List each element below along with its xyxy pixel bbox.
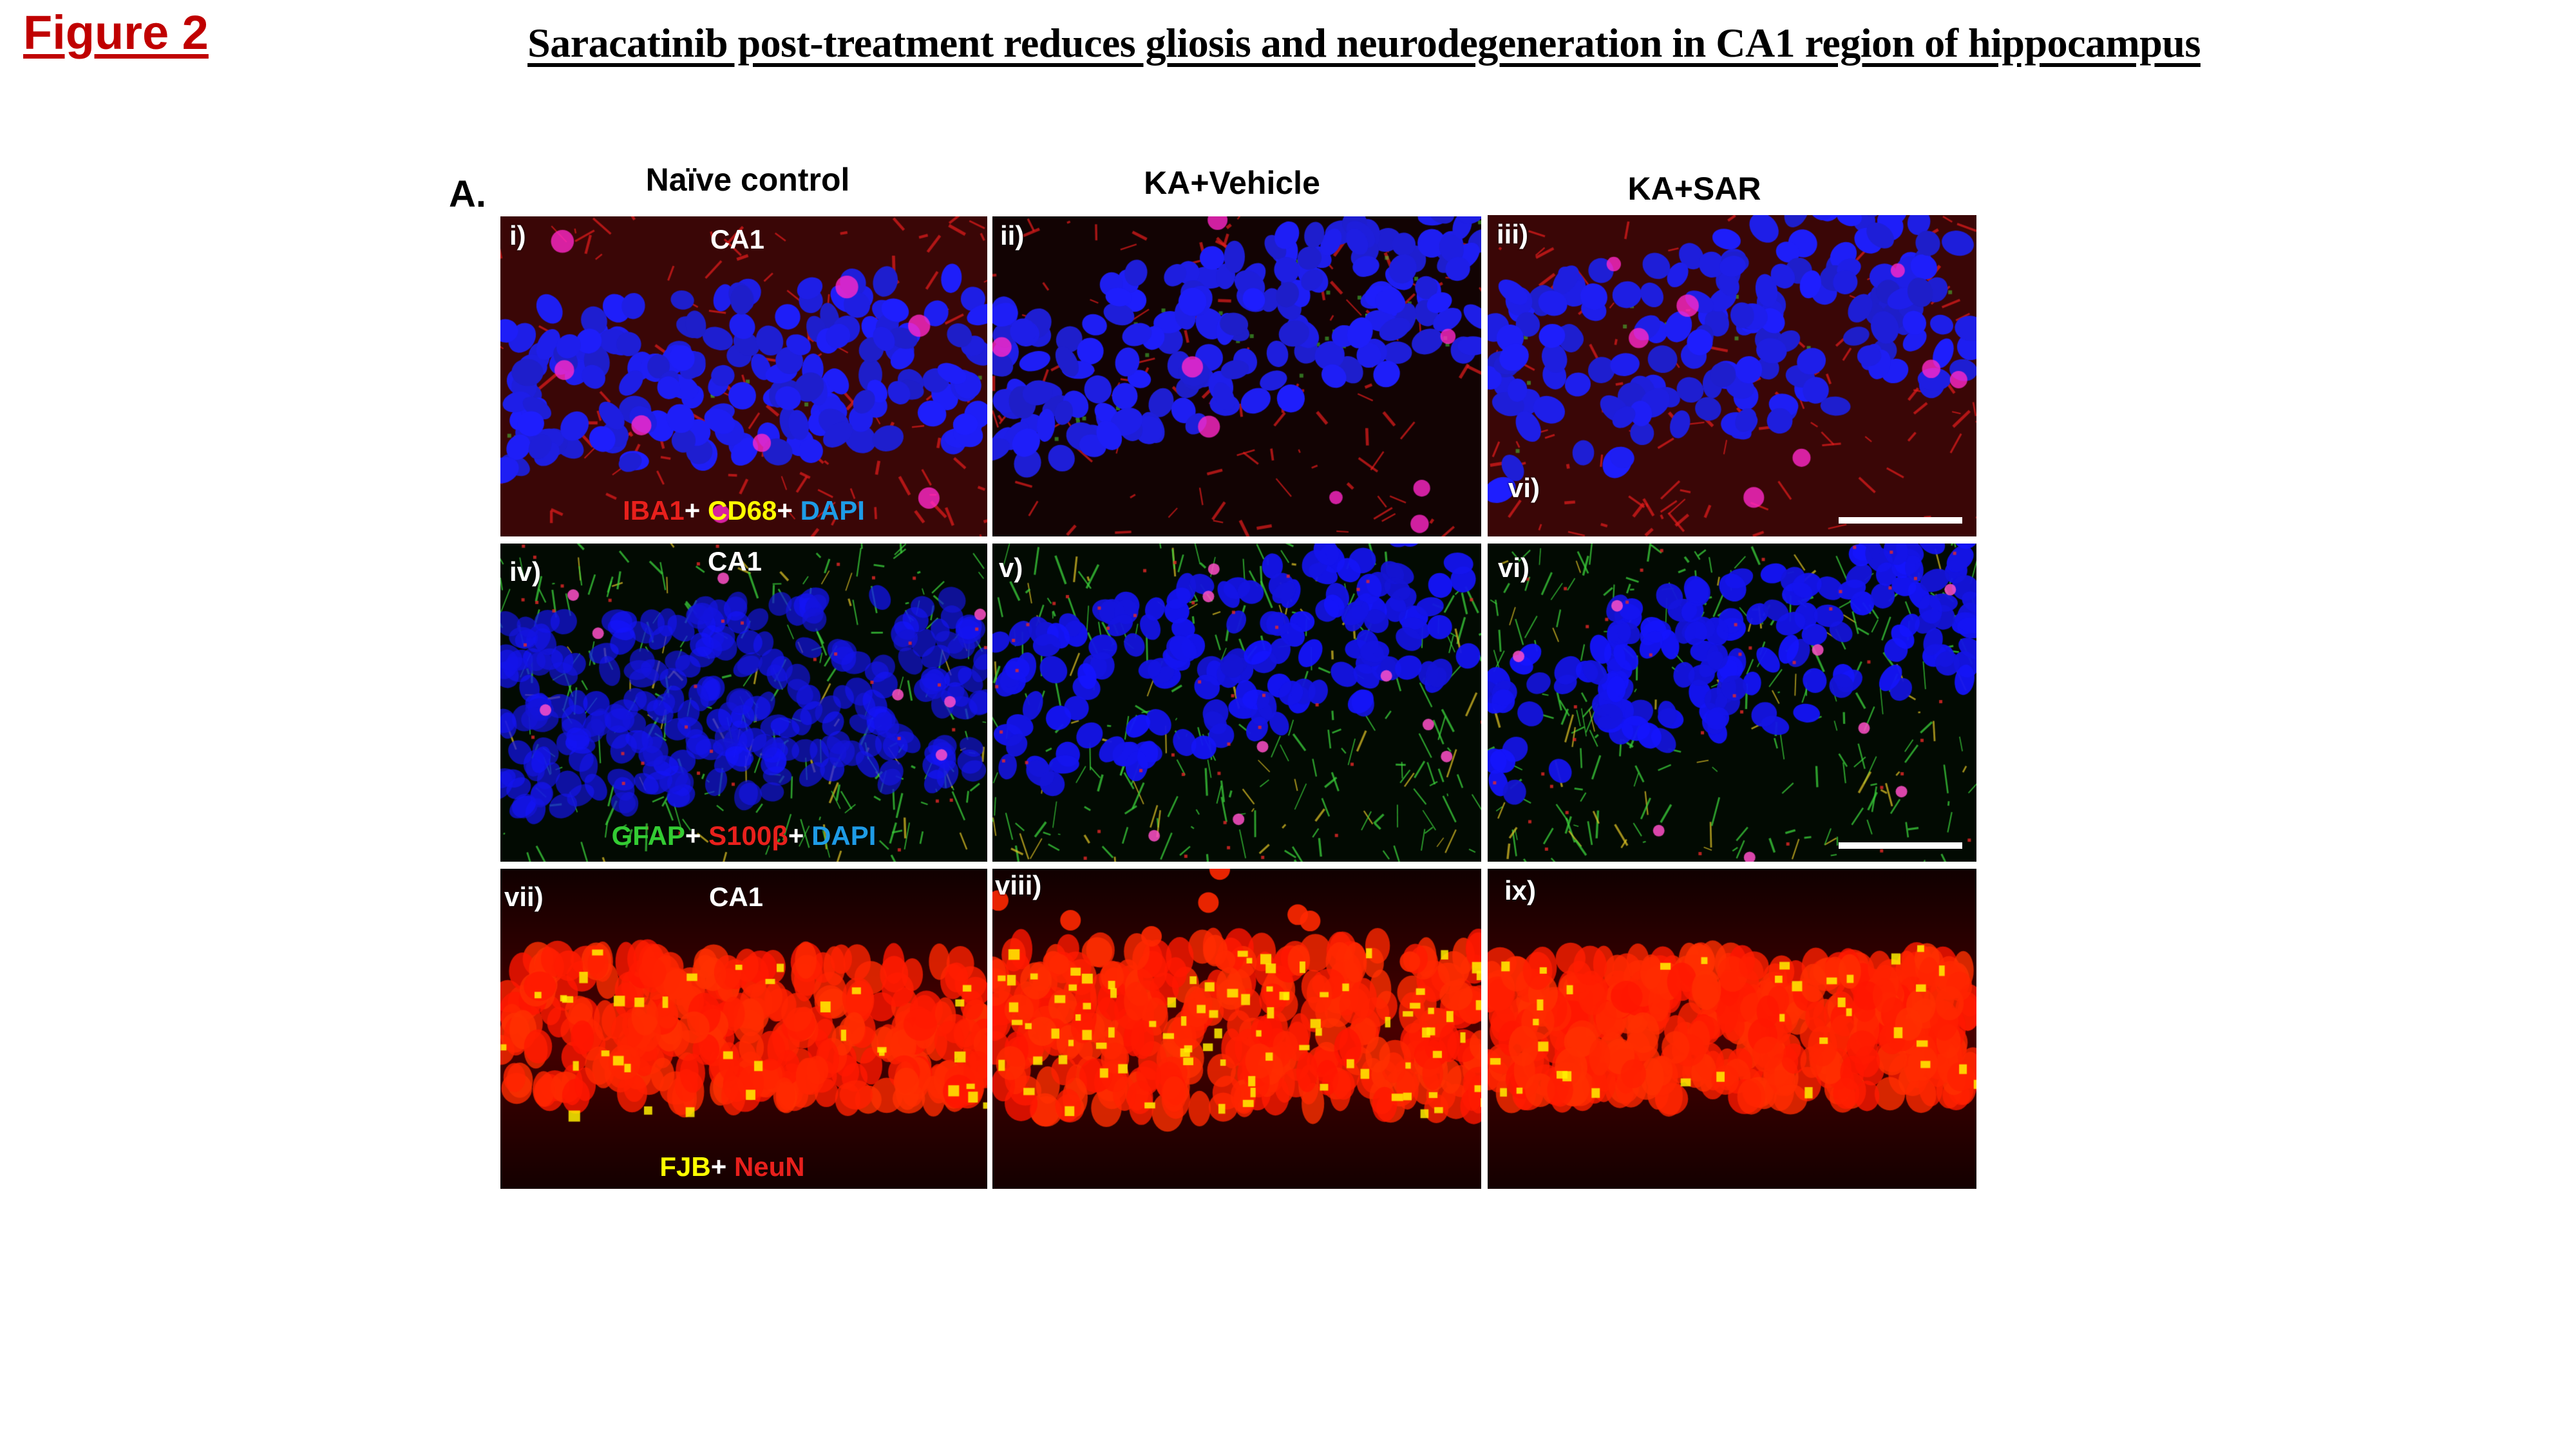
panel-label: vii) bbox=[504, 882, 544, 912]
panel-label: ii) bbox=[1000, 220, 1025, 251]
micrograph-image bbox=[1488, 215, 1976, 536]
figure-label: Figure 2 bbox=[23, 6, 209, 59]
micrograph-image bbox=[1488, 544, 1976, 862]
scale-bar bbox=[1839, 517, 1962, 524]
legend-plus: + bbox=[685, 820, 701, 851]
panel-label: i) bbox=[509, 220, 526, 251]
stain-legend-row3: FJB+ NeuN bbox=[659, 1151, 804, 1182]
micrograph-panel-ii: ii) bbox=[992, 216, 1481, 536]
column-header-naive-control: Naïve control bbox=[645, 162, 850, 198]
micrograph-image bbox=[500, 544, 987, 862]
legend-plus: + bbox=[684, 495, 701, 526]
micrograph-image bbox=[500, 216, 987, 536]
legend-dapi: DAPI bbox=[800, 495, 865, 526]
panel-label: iii) bbox=[1497, 219, 1528, 249]
column-header-ka-sar: KA+SAR bbox=[1627, 171, 1761, 207]
micrograph-panel-vii: vii) CA1 FJB+ NeuN bbox=[500, 869, 987, 1189]
micrograph-panel-iii: iii) vi) bbox=[1488, 215, 1976, 536]
region-label: CA1 bbox=[708, 882, 764, 912]
legend-plus: + bbox=[710, 1151, 727, 1182]
legend-neun: NeuN bbox=[734, 1151, 805, 1182]
micrograph-panel-iv: iv) CA1 GFAP+ S100β+ DAPI bbox=[500, 544, 987, 862]
scale-bar bbox=[1839, 842, 1962, 849]
micrograph-image bbox=[1488, 869, 1976, 1189]
panel-label: v) bbox=[999, 553, 1023, 583]
column-header-ka-vehicle: KA+Vehicle bbox=[1144, 165, 1320, 201]
panel-label: ix) bbox=[1504, 875, 1537, 905]
micrograph-panel-i: i) CA1 IBA1+ CD68+ DAPI bbox=[500, 216, 987, 536]
part-label: A. bbox=[449, 173, 486, 215]
micrograph-panel-vi: vi) bbox=[1488, 544, 1976, 862]
legend-plus: + bbox=[777, 495, 793, 526]
micrograph-panel-ix: ix) bbox=[1488, 869, 1976, 1189]
micrograph-image bbox=[992, 869, 1481, 1189]
region-label: CA1 bbox=[707, 546, 762, 576]
figure-title: Saracatinib post-treatment reduces glios… bbox=[527, 20, 2201, 66]
panel-label: vi) bbox=[1498, 553, 1530, 583]
legend-s100b: S100β bbox=[708, 820, 788, 851]
micrograph-image bbox=[500, 869, 987, 1189]
micrograph-image bbox=[992, 544, 1481, 862]
panel-label: iv) bbox=[509, 556, 542, 587]
micrograph-panel-v: v) bbox=[992, 544, 1481, 862]
panel-extra-label: vi) bbox=[1508, 473, 1540, 503]
panel-label: viii) bbox=[995, 870, 1042, 900]
stain-legend-row2: GFAP+ S100β+ DAPI bbox=[612, 820, 876, 851]
micrograph-image bbox=[992, 216, 1481, 536]
stain-legend-row1: IBA1+ CD68+ DAPI bbox=[623, 495, 865, 526]
legend-plus: + bbox=[788, 820, 804, 851]
micrograph-panel-viii: viii) bbox=[992, 869, 1481, 1189]
legend-gfap: GFAP bbox=[611, 820, 685, 851]
legend-cd68: CD68 bbox=[707, 495, 777, 526]
region-label: CA1 bbox=[710, 224, 765, 254]
legend-fjb: FJB bbox=[659, 1151, 711, 1182]
legend-iba1: IBA1 bbox=[623, 495, 685, 526]
legend-dapi: DAPI bbox=[811, 820, 876, 851]
